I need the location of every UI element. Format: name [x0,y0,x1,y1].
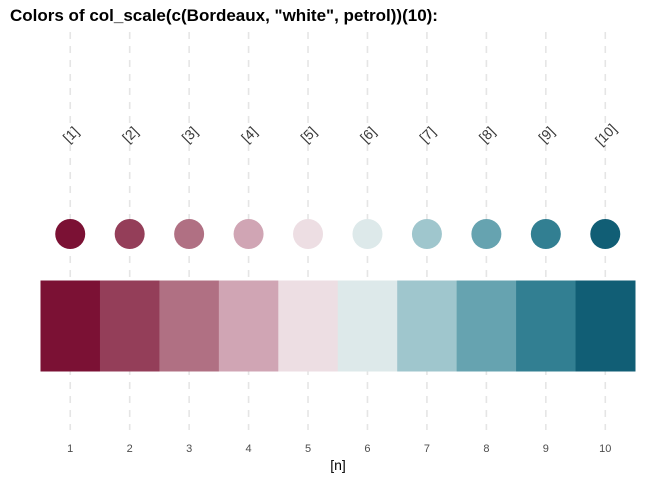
color-point-8 [471,219,502,249]
index-label-8: [8] [476,123,498,145]
color-point-2 [114,219,145,249]
x-tick-label-10: 10 [599,443,611,455]
index-label-7: [7] [416,123,438,145]
color-tile-6 [337,280,398,372]
x-tick-label-2: 2 [127,443,133,455]
color-point-4 [233,219,264,249]
color-tile-4 [218,280,279,372]
color-tile-5 [278,280,339,372]
x-tick-label-4: 4 [246,443,252,455]
color-tile-9 [516,280,577,372]
color-point-3 [174,219,205,249]
index-label-5: [5] [297,123,319,145]
color-tile-10 [575,280,636,372]
index-label-4: [4] [238,123,260,145]
x-tick-label-1: 1 [67,443,73,455]
color-tile-8 [456,280,517,372]
chart-title: Colors of col_scale(c(Bordeaux, "white",… [10,6,438,25]
color-tiles [40,280,636,372]
x-tick-label-3: 3 [186,443,192,455]
color-tile-7 [397,280,458,372]
x-tick-label-6: 6 [364,443,370,455]
x-tick-label-9: 9 [543,443,549,455]
x-tick-label-7: 7 [424,443,430,455]
color-point-6 [352,219,383,249]
color-points [55,219,621,249]
color-point-5 [293,219,324,249]
x-axis-title: [n] [330,457,346,473]
color-tile-1 [40,280,101,372]
color-point-7 [411,219,442,249]
index-label-9: [9] [535,123,557,145]
color-tile-2 [99,280,160,372]
index-label-1: [1] [60,123,82,145]
x-tick-labels: 1 2 3 4 5 6 7 8 9 10 [67,443,611,455]
index-label-6: [6] [357,123,379,145]
x-tick-label-5: 5 [305,443,311,455]
color-tile-3 [159,280,220,372]
index-label-10: [10] [592,121,620,149]
x-tick-label-8: 8 [483,443,489,455]
index-labels: [1] [2] [3] [4] [5] [6] [7] [8] [9] [10] [60,121,620,149]
color-point-1 [55,219,86,249]
color-point-9 [530,219,561,249]
color-point-10 [590,219,621,249]
index-label-3: [3] [178,123,200,145]
index-label-2: [2] [119,123,141,145]
